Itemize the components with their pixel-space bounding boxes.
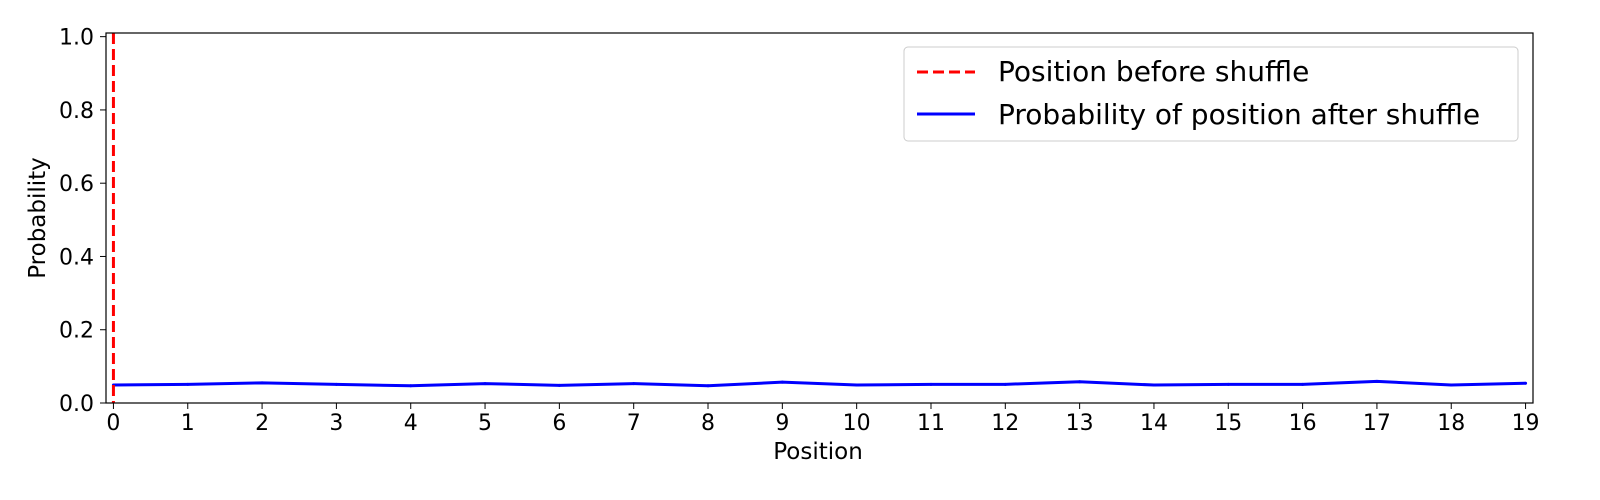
series-line-0 [113,379,1526,388]
data-layer [111,33,1528,403]
legend-label-vline: Position before shuffle [998,55,1309,88]
y-tick-label: 0.0 [59,392,94,417]
series-point [1449,383,1453,387]
y-tick-label: 0.8 [59,99,94,124]
x-tick-label: 15 [1214,411,1242,436]
series-point [483,382,487,386]
x-tick-label: 11 [917,411,945,436]
series-point [557,383,561,387]
x-tick-label: 7 [627,411,641,436]
y-tick-label: 1.0 [59,26,94,51]
series-point [1524,381,1528,385]
x-tick-label: 5 [478,411,492,436]
x-tick-label: 6 [552,411,566,436]
series-point [1226,382,1230,386]
series-point [1003,382,1007,386]
y-tick-label: 0.4 [59,245,94,270]
series-point [1152,383,1156,387]
series-point [855,383,859,387]
x-tick-label: 9 [775,411,789,436]
y-tick-label: 0.2 [59,319,94,344]
x-tick-label: 1 [181,411,195,436]
x-tick-label: 8 [701,411,715,436]
y-axis-label: Probability [25,157,51,279]
series-point [632,382,636,386]
y-axis-ticks: 0.0 0.2 0.4 0.6 0.8 1.0 [59,26,106,417]
series-point [929,382,933,386]
x-tick-label: 18 [1437,411,1465,436]
series-point [780,380,784,384]
x-tick-label: 0 [106,411,120,436]
x-tick-label: 14 [1140,411,1168,436]
legend-label-series: Probability of position after shuffle [998,98,1480,131]
x-tick-label: 4 [404,411,418,436]
series-point [409,384,413,388]
x-tick-label: 13 [1066,411,1094,436]
y-tick-label: 0.6 [59,172,94,197]
series-point [1375,379,1379,383]
x-axis-label: Position [773,439,863,465]
x-axis-ticks: 0 1 2 3 4 5 6 7 8 9 10 11 12 13 14 15 16 17 18 19 [106,403,1540,436]
series-point [1078,380,1082,384]
series-point [260,381,264,385]
series-point [334,382,338,386]
series-point [186,382,190,386]
legend: Position before shuffle Probability of p… [903,46,1519,142]
series-point [706,384,710,388]
x-tick-label: 2 [255,411,269,436]
legend-box [903,46,1519,142]
x-tick-label: 12 [991,411,1019,436]
x-tick-label: 10 [843,411,871,436]
x-tick-label: 16 [1289,411,1317,436]
x-tick-label: 19 [1512,411,1540,436]
x-tick-label: 3 [329,411,343,436]
series-point [1301,382,1305,386]
x-tick-label: 17 [1363,411,1391,436]
plot-frame [105,32,1534,404]
